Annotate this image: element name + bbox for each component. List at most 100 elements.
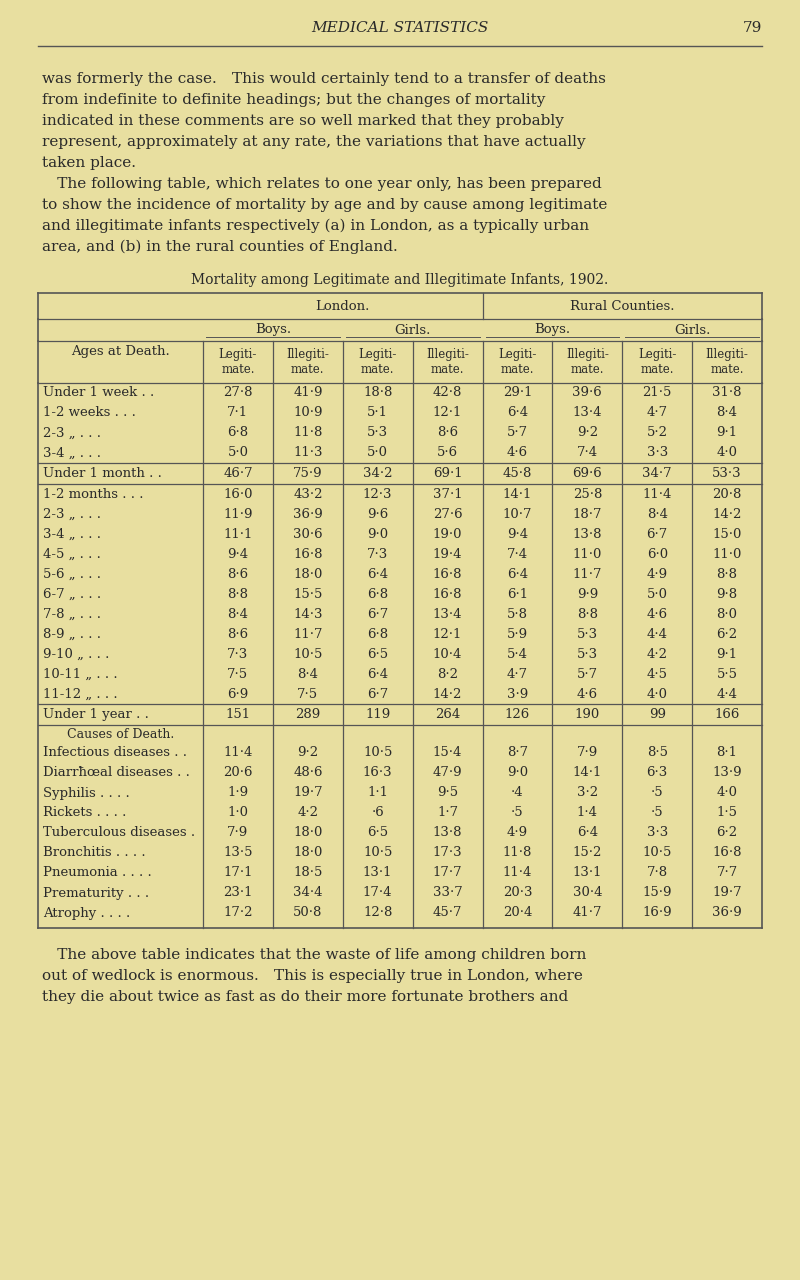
Text: 17·7: 17·7	[433, 867, 462, 879]
Text: 8·0: 8·0	[717, 608, 738, 621]
Text: 4·2: 4·2	[298, 806, 318, 819]
Text: Rickets . . . .: Rickets . . . .	[43, 806, 126, 819]
Text: Prematurity . . .: Prematurity . . .	[43, 887, 149, 900]
Text: 11-12 „ . . .: 11-12 „ . . .	[43, 687, 118, 700]
Text: 6·4: 6·4	[367, 567, 388, 581]
Text: 17·3: 17·3	[433, 846, 462, 859]
Text: 16·3: 16·3	[363, 767, 393, 780]
Text: Illegiti-
mate.: Illegiti- mate.	[426, 348, 469, 376]
Text: 7·3: 7·3	[367, 548, 388, 561]
Text: 6·4: 6·4	[577, 827, 598, 840]
Text: 18·7: 18·7	[573, 507, 602, 521]
Text: 4·6: 4·6	[577, 687, 598, 700]
Text: 8·1: 8·1	[717, 746, 738, 759]
Text: 11·8: 11·8	[502, 846, 532, 859]
Text: The following table, which relates to one year only, has been prepared: The following table, which relates to on…	[42, 177, 602, 191]
Text: 4·2: 4·2	[646, 648, 668, 660]
Text: 5·7: 5·7	[507, 426, 528, 439]
Text: 10·5: 10·5	[363, 846, 392, 859]
Text: 5·1: 5·1	[367, 407, 388, 420]
Text: 5·8: 5·8	[507, 608, 528, 621]
Text: 1-2 weeks . . .: 1-2 weeks . . .	[43, 407, 136, 420]
Text: 10·5: 10·5	[293, 648, 322, 660]
Text: to show the incidence of mortality by age and by cause among legitimate: to show the incidence of mortality by ag…	[42, 198, 607, 212]
Text: Diarrħœal diseases . .: Diarrħœal diseases . .	[43, 767, 190, 780]
Text: 30·4: 30·4	[573, 887, 602, 900]
Text: 25·8: 25·8	[573, 488, 602, 500]
Text: 19·7: 19·7	[293, 786, 322, 800]
Text: 6·8: 6·8	[227, 426, 249, 439]
Text: 27·6: 27·6	[433, 507, 462, 521]
Text: 6·4: 6·4	[367, 667, 388, 681]
Text: 41·7: 41·7	[573, 906, 602, 919]
Text: 17·1: 17·1	[223, 867, 253, 879]
Text: 5·0: 5·0	[367, 447, 388, 460]
Text: 4·6: 4·6	[507, 447, 528, 460]
Text: ·5: ·5	[651, 786, 663, 800]
Text: 119: 119	[365, 708, 390, 721]
Text: 5-6 „ . . .: 5-6 „ . . .	[43, 567, 101, 581]
Text: 7·4: 7·4	[507, 548, 528, 561]
Text: 1·4: 1·4	[577, 806, 598, 819]
Text: 3-4 „ . . .: 3-4 „ . . .	[43, 447, 101, 460]
Text: 3·2: 3·2	[577, 786, 598, 800]
Text: 46·7: 46·7	[223, 467, 253, 480]
Text: 48·6: 48·6	[293, 767, 322, 780]
Text: 12·3: 12·3	[363, 488, 393, 500]
Text: 10-11 „ . . .: 10-11 „ . . .	[43, 667, 118, 681]
Text: Boys.: Boys.	[255, 324, 291, 337]
Text: 4·6: 4·6	[646, 608, 668, 621]
Text: Boys.: Boys.	[534, 324, 570, 337]
Text: 20·3: 20·3	[502, 887, 532, 900]
Text: 8·6: 8·6	[437, 426, 458, 439]
Text: 10·7: 10·7	[502, 507, 532, 521]
Text: 19·7: 19·7	[712, 887, 742, 900]
Text: 6·3: 6·3	[646, 767, 668, 780]
Text: 5·6: 5·6	[437, 447, 458, 460]
Text: 12·1: 12·1	[433, 627, 462, 640]
Text: 13·5: 13·5	[223, 846, 253, 859]
Text: 11·3: 11·3	[293, 447, 322, 460]
Text: 16·0: 16·0	[223, 488, 253, 500]
Text: 12·1: 12·1	[433, 407, 462, 420]
Text: 8·4: 8·4	[717, 407, 738, 420]
Text: Illegiti-
mate.: Illegiti- mate.	[566, 348, 609, 376]
Text: 9·4: 9·4	[227, 548, 249, 561]
Text: 11·1: 11·1	[223, 527, 253, 540]
Text: 6·5: 6·5	[367, 827, 388, 840]
Text: 20·6: 20·6	[223, 767, 253, 780]
Text: 6·2: 6·2	[717, 827, 738, 840]
Text: 75·9: 75·9	[293, 467, 322, 480]
Text: Causes of Death.: Causes of Death.	[67, 727, 174, 741]
Text: 10·5: 10·5	[642, 846, 672, 859]
Text: 31·8: 31·8	[712, 387, 742, 399]
Text: 17·2: 17·2	[223, 906, 253, 919]
Text: 6·9: 6·9	[227, 687, 249, 700]
Text: 7·3: 7·3	[227, 648, 249, 660]
Text: 6·0: 6·0	[646, 548, 668, 561]
Text: 6·4: 6·4	[507, 407, 528, 420]
Text: ·4: ·4	[511, 786, 524, 800]
Text: represent, approximately at any rate, the variations that have actually: represent, approximately at any rate, th…	[42, 134, 586, 148]
Text: 8-9 „ . . .: 8-9 „ . . .	[43, 627, 101, 640]
Text: 18·5: 18·5	[293, 867, 322, 879]
Text: 5·3: 5·3	[367, 426, 388, 439]
Text: 9·4: 9·4	[507, 527, 528, 540]
Text: 3-4 „ . . .: 3-4 „ . . .	[43, 527, 101, 540]
Text: 21·5: 21·5	[642, 387, 672, 399]
Text: 8·4: 8·4	[298, 667, 318, 681]
Text: Illegiti-
mate.: Illegiti- mate.	[286, 348, 330, 376]
Text: 4·0: 4·0	[646, 687, 668, 700]
Text: Legiti-
mate.: Legiti- mate.	[358, 348, 397, 376]
Text: 3·9: 3·9	[507, 687, 528, 700]
Text: 13·4: 13·4	[433, 608, 462, 621]
Text: 8·4: 8·4	[227, 608, 249, 621]
Text: 5·2: 5·2	[646, 426, 668, 439]
Text: 18·0: 18·0	[293, 846, 322, 859]
Text: 4·9: 4·9	[507, 827, 528, 840]
Text: 16·9: 16·9	[642, 906, 672, 919]
Text: 69·6: 69·6	[573, 467, 602, 480]
Text: 7·5: 7·5	[298, 687, 318, 700]
Text: 1·7: 1·7	[437, 806, 458, 819]
Text: 69·1: 69·1	[433, 467, 462, 480]
